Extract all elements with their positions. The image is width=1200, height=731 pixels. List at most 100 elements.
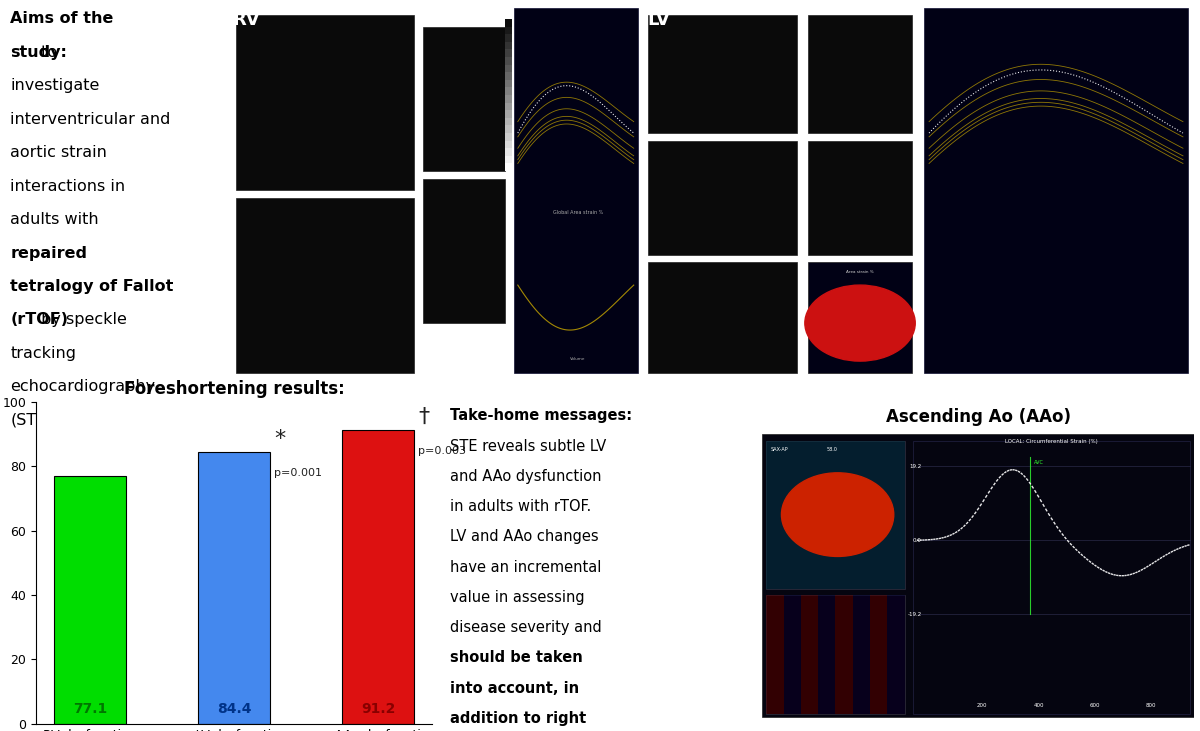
Bar bbox=[505, 72, 511, 80]
Text: 77.1: 77.1 bbox=[73, 702, 107, 716]
Text: addition to right: addition to right bbox=[450, 711, 587, 726]
Text: -19.2: -19.2 bbox=[907, 612, 922, 617]
Text: should be taken: should be taken bbox=[450, 651, 583, 665]
FancyBboxPatch shape bbox=[808, 262, 912, 373]
FancyBboxPatch shape bbox=[913, 441, 1189, 714]
Bar bbox=[198, 452, 270, 724]
FancyBboxPatch shape bbox=[767, 441, 905, 588]
Text: AAo: AAo bbox=[827, 510, 848, 520]
Text: by speckle: by speckle bbox=[36, 312, 127, 327]
Text: (STE): (STE) bbox=[11, 413, 53, 428]
Text: SAX-AP: SAX-AP bbox=[770, 447, 788, 452]
Bar bbox=[505, 140, 511, 148]
Text: investigate: investigate bbox=[11, 78, 100, 94]
Text: 84.4: 84.4 bbox=[217, 702, 251, 716]
Text: LOCAL: Circumferential Strain (%): LOCAL: Circumferential Strain (%) bbox=[1006, 439, 1098, 444]
FancyBboxPatch shape bbox=[762, 434, 1194, 717]
Text: †: † bbox=[419, 407, 430, 427]
Text: Ascending Ao (AAo): Ascending Ao (AAo) bbox=[886, 409, 1070, 426]
FancyBboxPatch shape bbox=[767, 595, 905, 714]
Text: (rTOF): (rTOF) bbox=[11, 312, 68, 327]
Bar bbox=[505, 95, 511, 102]
Circle shape bbox=[805, 285, 916, 361]
Bar bbox=[505, 57, 511, 64]
Bar bbox=[505, 126, 511, 133]
Bar bbox=[505, 88, 511, 95]
Text: 91.2: 91.2 bbox=[361, 702, 395, 716]
FancyBboxPatch shape bbox=[648, 262, 797, 373]
Text: 0.0: 0.0 bbox=[913, 538, 922, 543]
Bar bbox=[767, 595, 784, 714]
Text: 600: 600 bbox=[1090, 702, 1100, 708]
Text: and AAo dysfunction: and AAo dysfunction bbox=[450, 469, 601, 484]
Bar bbox=[505, 50, 511, 57]
Text: adults with: adults with bbox=[11, 212, 100, 227]
Text: value in assessing: value in assessing bbox=[450, 590, 584, 605]
Text: tracking: tracking bbox=[11, 346, 77, 361]
Bar bbox=[505, 64, 511, 72]
Title: Foreshortening results:: Foreshortening results: bbox=[124, 379, 344, 398]
Bar bbox=[784, 595, 800, 714]
Text: AVC: AVC bbox=[1034, 460, 1044, 465]
Text: Volume: Volume bbox=[570, 357, 586, 361]
Text: Aims of the: Aims of the bbox=[11, 12, 114, 26]
Bar bbox=[505, 164, 511, 171]
Bar bbox=[505, 110, 511, 118]
Bar bbox=[887, 595, 905, 714]
FancyBboxPatch shape bbox=[767, 441, 905, 588]
Text: interventricular and: interventricular and bbox=[11, 112, 170, 126]
Bar bbox=[505, 118, 511, 126]
Text: 400: 400 bbox=[1033, 702, 1044, 708]
FancyBboxPatch shape bbox=[648, 140, 797, 254]
Bar bbox=[800, 595, 818, 714]
Bar bbox=[505, 80, 511, 88]
Circle shape bbox=[781, 473, 894, 556]
Bar bbox=[505, 156, 511, 164]
FancyBboxPatch shape bbox=[236, 15, 414, 190]
Text: *: * bbox=[275, 429, 286, 449]
FancyBboxPatch shape bbox=[648, 15, 797, 133]
Text: 19.2: 19.2 bbox=[910, 464, 922, 469]
FancyBboxPatch shape bbox=[236, 197, 414, 373]
Bar bbox=[505, 42, 511, 50]
Text: Take-home messages:: Take-home messages: bbox=[450, 409, 632, 423]
Text: in adults with rTOF.: in adults with rTOF. bbox=[450, 499, 592, 514]
Bar bbox=[505, 19, 511, 26]
Bar bbox=[835, 595, 853, 714]
Text: STE reveals subtle LV: STE reveals subtle LV bbox=[450, 439, 606, 454]
Bar bbox=[870, 595, 887, 714]
FancyBboxPatch shape bbox=[808, 15, 912, 133]
Text: p=0.001: p=0.001 bbox=[275, 469, 323, 478]
FancyBboxPatch shape bbox=[514, 7, 638, 373]
Text: interactions in: interactions in bbox=[11, 178, 126, 194]
Text: 800: 800 bbox=[1146, 702, 1156, 708]
Bar bbox=[505, 102, 511, 110]
Bar bbox=[818, 595, 835, 714]
FancyBboxPatch shape bbox=[422, 178, 505, 323]
Text: disease severity and: disease severity and bbox=[450, 620, 602, 635]
Text: into account, in: into account, in bbox=[450, 681, 580, 696]
Text: to: to bbox=[36, 45, 56, 60]
Text: LV: LV bbox=[648, 12, 671, 29]
Text: Global Area strain %: Global Area strain % bbox=[553, 211, 602, 216]
Text: have an incremental: have an incremental bbox=[450, 560, 601, 575]
Text: echocardiography: echocardiography bbox=[11, 379, 156, 394]
Text: tetralogy of Fallot: tetralogy of Fallot bbox=[11, 279, 174, 294]
Bar bbox=[505, 34, 511, 42]
FancyBboxPatch shape bbox=[422, 26, 505, 171]
Text: p=0.003: p=0.003 bbox=[419, 447, 467, 456]
Bar bbox=[505, 148, 511, 156]
Text: repaired: repaired bbox=[11, 246, 88, 260]
Text: RV: RV bbox=[232, 12, 259, 29]
Text: LV and AAo changes: LV and AAo changes bbox=[450, 529, 599, 545]
Bar bbox=[853, 595, 870, 714]
FancyBboxPatch shape bbox=[924, 7, 1188, 373]
Text: study:: study: bbox=[11, 45, 67, 60]
Text: 200: 200 bbox=[977, 702, 988, 708]
Text: Area strain %: Area strain % bbox=[846, 270, 874, 274]
FancyBboxPatch shape bbox=[808, 140, 912, 254]
Bar bbox=[342, 431, 414, 724]
Bar bbox=[505, 133, 511, 140]
Bar bbox=[505, 26, 511, 34]
Bar bbox=[54, 476, 126, 724]
